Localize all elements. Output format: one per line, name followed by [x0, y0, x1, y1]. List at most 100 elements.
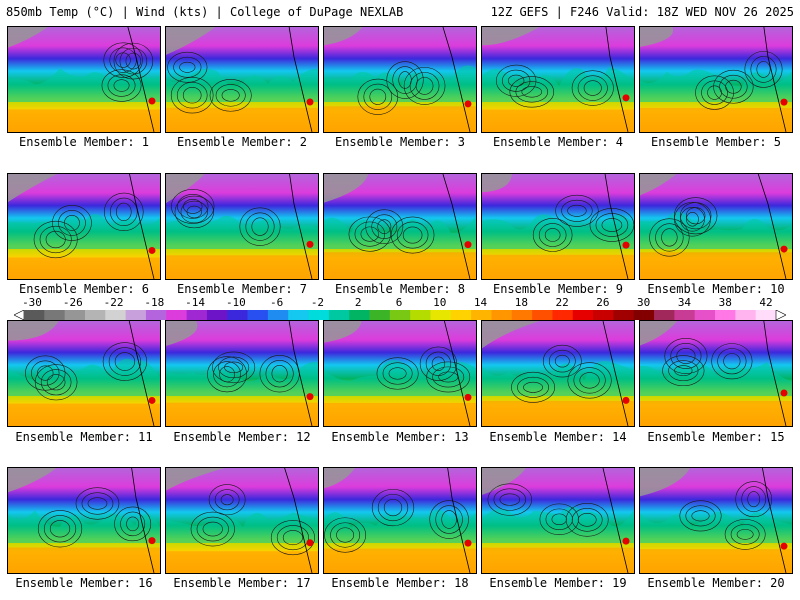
- height-contour: [103, 42, 143, 78]
- height-contour: [511, 371, 555, 403]
- ensemble-member-label: Ensemble Member: 14: [489, 430, 627, 444]
- ensemble-member-panel: [165, 320, 319, 427]
- height-contour: [583, 80, 602, 96]
- height-contour: [402, 226, 423, 244]
- height-contour: [555, 194, 599, 227]
- ensemble-member-panel: [323, 320, 477, 427]
- colorbar-max-arrow: [775, 310, 786, 320]
- height-contour: [670, 343, 702, 369]
- height-contour: [170, 77, 214, 114]
- height-contour: [81, 492, 114, 515]
- ensemble-member-panel: [7, 26, 161, 133]
- height-contour: [565, 503, 609, 537]
- ensemble-member-panel: [481, 467, 635, 574]
- height-contour: [750, 56, 777, 83]
- height-contour: [571, 70, 614, 106]
- colorbar-segment: [593, 310, 614, 320]
- colorbar-segment: [633, 310, 655, 320]
- colorbar-segment: [369, 310, 391, 320]
- height-contour: [212, 351, 256, 384]
- temperature-colorbar: -30 -26 -22 -18 -14 -10 -6 -2 2 6 10 14 18 22 26 30 34 38…: [0, 296, 800, 322]
- height-contour: [245, 212, 275, 241]
- colorbar-tick-label: 22: [555, 296, 569, 309]
- warm-air-region: [8, 547, 160, 573]
- ensemble-member-panel: [323, 173, 477, 280]
- height-contour: [46, 374, 66, 391]
- height-contour: [425, 351, 452, 376]
- height-contour: [539, 503, 579, 535]
- colorbar-segment: [24, 310, 45, 320]
- height-contour: [371, 214, 398, 239]
- height-contour: [579, 372, 600, 389]
- height-contour: [685, 505, 716, 527]
- warm-air-region: [482, 109, 634, 132]
- coastline: [602, 468, 629, 573]
- ensemble-member-label: Ensemble Member: 9: [492, 282, 624, 296]
- height-contour: [679, 500, 722, 532]
- coastline: [129, 174, 155, 279]
- height-contour: [713, 69, 754, 104]
- colorbar-segment: [674, 310, 696, 320]
- cold-air-region: [166, 321, 198, 346]
- colorbar-tick-label: 30: [637, 296, 651, 309]
- height-contour: [43, 515, 77, 543]
- colorbar-segment: [735, 310, 757, 320]
- colorbar-segment: [532, 310, 553, 320]
- ensemble-member-label: Ensemble Member: 6: [18, 282, 150, 296]
- colorbar-segment: [450, 310, 472, 320]
- height-contour: [493, 488, 527, 511]
- height-contour: [723, 353, 741, 370]
- warm-spot: [306, 98, 314, 106]
- cold-air-region: [8, 321, 59, 341]
- cold-air-region: [166, 468, 225, 491]
- coastline: [605, 27, 629, 132]
- coastline: [763, 321, 787, 426]
- height-contour: [209, 79, 252, 112]
- height-contour: [179, 61, 196, 73]
- height-contour: [58, 209, 86, 236]
- height-contour: [390, 216, 435, 254]
- warm-air-region: [8, 257, 160, 279]
- cold-air-region: [8, 468, 57, 493]
- warm-air-region: [324, 402, 476, 426]
- height-contour: [730, 524, 760, 545]
- colorbar-segment: [186, 310, 208, 320]
- height-contour: [365, 209, 404, 244]
- warm-spot: [622, 396, 630, 404]
- height-contour: [101, 69, 142, 102]
- height-contour: [725, 79, 742, 94]
- height-contour: [736, 529, 754, 540]
- warm-spot: [306, 539, 314, 547]
- height-contour: [75, 487, 120, 520]
- height-contour: [554, 354, 570, 368]
- colorbar-segment: [491, 310, 513, 320]
- cold-air-region: [640, 321, 678, 346]
- colorbar-segment: [694, 310, 716, 320]
- height-contour: [377, 219, 392, 234]
- ensemble-member-label: Ensemble Member: 11: [15, 430, 153, 444]
- colorbar-segment: [410, 310, 431, 320]
- height-contour: [711, 343, 753, 380]
- colorbar-segment: [389, 310, 411, 320]
- warm-spot: [306, 393, 314, 401]
- height-contour: [735, 481, 773, 518]
- colorbar-tick-label: 14: [473, 296, 488, 309]
- height-contour: [517, 376, 549, 398]
- warm-air-region: [482, 254, 634, 279]
- coastline: [447, 468, 471, 573]
- cold-air-region: [324, 27, 363, 46]
- warm-spot: [780, 542, 788, 550]
- coastline: [762, 468, 787, 573]
- cold-air-region: [324, 468, 356, 489]
- height-contour: [717, 348, 747, 375]
- height-contour: [507, 74, 525, 87]
- height-contour: [551, 513, 567, 525]
- warm-air-region: [324, 548, 476, 573]
- height-contour: [171, 189, 215, 224]
- height-contour: [664, 338, 708, 374]
- valid-time-label: 12Z GEFS | F246 Valid: 18Z WED NOV 26 20…: [490, 5, 794, 19]
- height-contour: [31, 360, 60, 386]
- ensemble-member-label: Ensemble Member: 20: [647, 576, 785, 590]
- height-contour: [662, 355, 705, 387]
- header: 850mb Temp (°C) | Wind (kts) | College o…: [0, 0, 800, 22]
